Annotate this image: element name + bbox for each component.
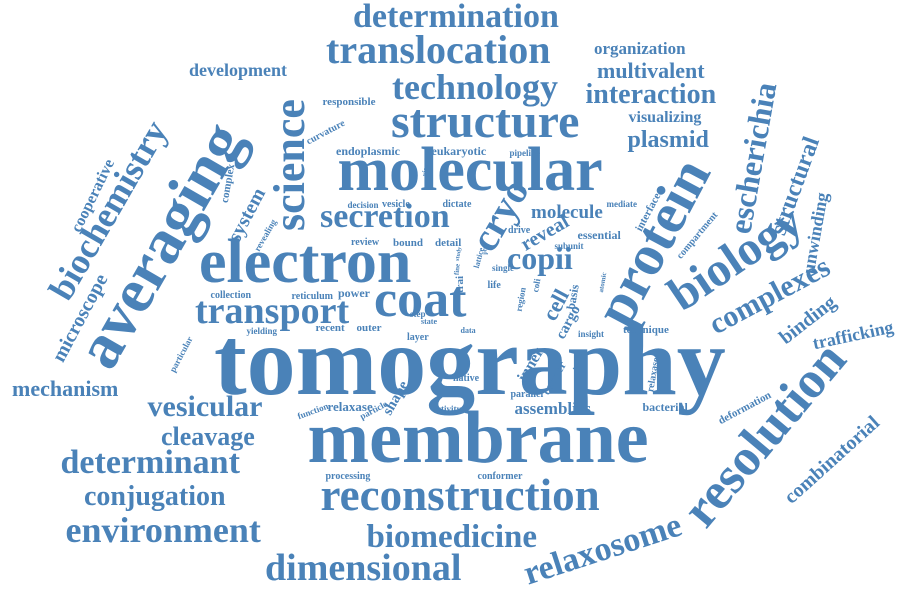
word-visualizing: visualizing [628,109,702,126]
word-particular: particular [166,334,195,374]
word-plasmid: plasmid [627,127,709,153]
word-power: power [338,286,370,300]
word-biomedicine: biomedicine [366,518,538,555]
word-trai: trai [453,275,466,293]
word-single: single [492,262,515,273]
word-drive: drive [508,225,531,236]
word-translocation: translocation [326,27,551,72]
word-interaction: interaction [585,79,717,110]
word-responsible: responsible [322,95,376,108]
word-technology: technology [392,67,558,107]
word-subunit: subunit [554,240,584,251]
word-fine: fine [452,262,462,275]
word-structure: structure [391,95,580,148]
word-essential: essential [577,228,621,242]
word-electron: electron [199,228,412,296]
word-science: science [264,99,314,231]
word-pipeline: pipeline [509,147,541,158]
word-vesicular: vesicular [147,390,263,423]
word-layer: layer [407,332,429,343]
word-outer: outer [356,321,382,334]
word-mediate: mediate [606,198,638,209]
word-pros: pros [482,243,489,255]
word-data: data [460,326,476,335]
word-copii: copii [507,240,573,276]
word-native: native [453,373,480,384]
word-determinant: determinant [60,444,240,481]
word-yielding: yielding [246,325,278,336]
word-endoplasmic: endoplasmic [336,144,401,158]
word-state: state [421,317,437,326]
word-insight: insight [578,328,605,339]
word-cleavage: cleavage [161,422,255,451]
word-collection: collection [210,290,252,301]
word-technique: technique [623,323,669,336]
word-membrane: membrane [307,397,649,479]
word-reticulum: reticulum [291,291,333,302]
word-parallel: parallel [510,389,544,400]
word-review: review [351,237,380,248]
word-assemblies: assemblies [514,398,592,418]
word-detail: detail [435,236,462,249]
word-step: step [410,308,426,319]
word-relaxase: relaxase [327,398,373,414]
word-coat: coat [374,271,467,328]
word-dictate: dictate [442,199,472,210]
word-activity: activity [432,403,462,414]
word-life: life [487,280,501,291]
word-mechanism: mechanism [12,376,119,401]
word-eukaryotic: eukaryotic [431,144,487,158]
word-coli: coli [530,277,543,293]
word-tomography: tomography [214,308,726,416]
word-trafficking: trafficking [810,316,896,354]
word-development: development [189,60,287,80]
word-determination: determination [353,0,559,35]
word-secretion: secretion [320,198,450,235]
word-relaxosome: relaxosome [519,506,687,593]
word-conjugation: conjugation [84,481,226,512]
word-dimensional: dimensional [265,547,462,589]
word-processing: processing [325,471,371,482]
word-basis: basis [563,283,582,311]
word-molecular: molecular [337,136,603,204]
word-environment: environment [65,510,261,550]
word-decision: decision [347,199,379,210]
word-organization: organization [594,38,686,58]
word-conformer: conformer [477,471,523,482]
word-bound: bound [393,236,423,249]
word-reconstruction: reconstruction [320,469,600,520]
word-study: study [454,246,464,262]
word-bacterial: bacterial [642,400,688,414]
word-transport: transport [195,290,350,332]
word-vesicle: vesicle [382,199,410,210]
word-recent: recent [315,321,345,334]
word-molecule: molecule [531,201,603,223]
word-multivalent: multivalent [597,58,705,83]
